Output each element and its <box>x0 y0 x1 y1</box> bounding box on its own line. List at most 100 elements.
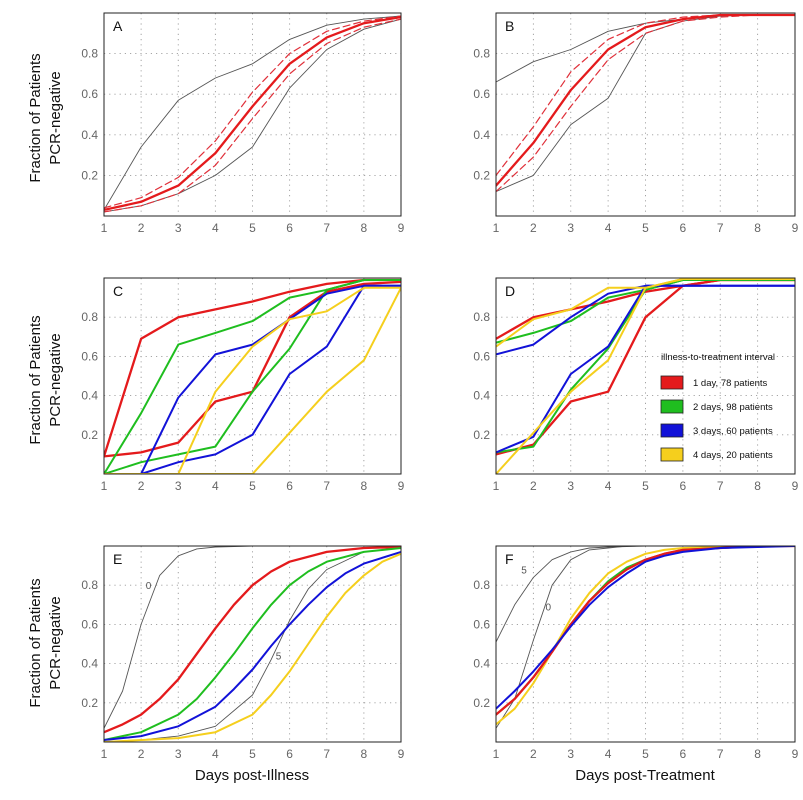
plot-border <box>103 277 402 475</box>
x-tick-label: 9 <box>792 747 799 761</box>
ylabel-row-1: Fraction of Patients PCR-negative <box>27 53 64 182</box>
series-line-green <box>104 279 401 474</box>
y-tick-label: 0.6 <box>81 617 98 631</box>
series-line-blue <box>104 550 401 741</box>
ylabel-line-2: PCR-negative <box>47 71 64 164</box>
x-tick-label: 7 <box>717 479 724 493</box>
series-line-yellow <box>177 286 401 474</box>
y-tick-label: 0.2 <box>473 428 490 442</box>
series-group <box>496 13 795 193</box>
y-tick-label: 0.2 <box>473 168 490 182</box>
x-tick-label: 6 <box>286 747 293 761</box>
x-tick-label: 2 <box>138 479 145 493</box>
x-tick-label: 5 <box>642 221 649 235</box>
ylabel-row-2: Fraction of Patients PCR-negative <box>27 315 64 444</box>
ylabel-line-1: Fraction of Patients <box>27 578 44 707</box>
x-tick-label: 3 <box>175 747 182 761</box>
series-group <box>496 546 795 729</box>
panel-b: 1 2 3 4 5 6 7 8 9 0.2 0.4 0.6 0.8 B <box>473 12 799 235</box>
x-tick-label: 9 <box>398 747 405 761</box>
legend-swatch-yellow <box>660 447 684 462</box>
x-tick-label: 3 <box>567 479 574 493</box>
x-tick-label: 1 <box>493 747 500 761</box>
legend-label: 2 days, 98 patients <box>693 402 773 413</box>
ylabel-line-1: Fraction of Patients <box>27 315 44 444</box>
panel-f: 1 2 3 4 5 6 7 8 9 0.2 0.4 0.6 0.8 5 0 F <box>473 545 799 761</box>
y-tick-label: 0.8 <box>81 47 98 61</box>
x-tick-label: 8 <box>754 221 761 235</box>
y-tick-label: 0.4 <box>473 389 490 403</box>
series-group <box>104 15 401 213</box>
y-tick-label: 0.4 <box>81 657 98 671</box>
x-tick-label: 8 <box>754 747 761 761</box>
series-line-gray <box>496 546 795 729</box>
series-line-gray <box>104 15 401 211</box>
legend-swatch-green <box>660 399 684 414</box>
series-line-gray <box>496 546 795 643</box>
x-tick-label: 9 <box>792 479 799 493</box>
series-line-dashed-red <box>104 18 401 213</box>
series-line-yellow <box>496 278 795 474</box>
y-tick-label: 0.2 <box>81 696 98 710</box>
x-tick-label: 4 <box>212 221 219 235</box>
series-group <box>496 278 795 474</box>
x-tick-label: 7 <box>323 221 330 235</box>
series-group <box>104 278 401 474</box>
plot-border <box>103 12 402 217</box>
series-line-green <box>104 547 401 741</box>
panel-e: 1 2 3 4 5 6 7 8 9 0.2 0.4 0.6 0.8 0 5 E <box>81 545 405 761</box>
plot-border <box>495 277 796 475</box>
x-tick-label: 7 <box>323 747 330 761</box>
x-tick-label: 9 <box>398 479 405 493</box>
y-tick-label: 0.8 <box>473 310 490 324</box>
panel-letter: E <box>113 551 122 567</box>
plot-frame <box>103 545 402 743</box>
panel-d: 1 2 3 4 5 6 7 8 9 0.2 0.4 0.6 0.8 Dillness-to-treatme… <box>473 277 799 493</box>
y-tick-label: 0.4 <box>473 657 490 671</box>
plot-border <box>495 545 796 743</box>
curve-annotation: 0 <box>546 603 552 614</box>
y-tick-label: 0.8 <box>473 578 490 592</box>
y-tick-label: 0.6 <box>81 349 98 363</box>
panel-letter: A <box>113 18 123 34</box>
x-tick-label: 8 <box>361 747 368 761</box>
legend: illness-to-treatment interval 1 day, 78 p… <box>660 352 775 462</box>
x-tick-label: 2 <box>138 221 145 235</box>
legend-label: 1 day, 78 patients <box>693 378 768 389</box>
legend-swatch-red <box>660 375 684 390</box>
x-tick-label: 3 <box>567 747 574 761</box>
y-tick-label: 0.2 <box>473 696 490 710</box>
plot-border <box>103 545 402 743</box>
legend-swatch-blue <box>660 423 684 438</box>
panel-c: 1 2 3 4 5 6 7 8 9 0.2 0.4 0.6 0.8 C <box>81 277 405 493</box>
xlabel-right: Days post-Treatment <box>575 767 715 784</box>
y-tick-label: 0.4 <box>81 128 98 142</box>
x-tick-label: 8 <box>754 479 761 493</box>
series-group <box>104 546 401 742</box>
x-tick-label: 3 <box>175 479 182 493</box>
legend-label: 4 days, 20 patients <box>693 450 773 461</box>
y-tick-label: 0.2 <box>81 168 98 182</box>
panel-letter: F <box>505 551 514 567</box>
series-line-blue <box>496 546 795 710</box>
x-tick-label: 3 <box>175 221 182 235</box>
series-line-red <box>496 13 795 187</box>
y-tick-label: 0.4 <box>81 389 98 403</box>
x-tick-label: 6 <box>286 479 293 493</box>
x-tick-label: 5 <box>642 479 649 493</box>
series-line-yellow <box>104 286 401 474</box>
series-line-red <box>104 278 401 458</box>
x-tick-label: 7 <box>717 221 724 235</box>
legend-title: illness-to-treatment interval <box>661 352 775 363</box>
x-tick-label: 9 <box>792 221 799 235</box>
x-tick-label: 4 <box>212 479 219 493</box>
x-tick-label: 1 <box>101 747 108 761</box>
ylabel-line-2: PCR-negative <box>47 333 64 426</box>
x-tick-label: 6 <box>286 221 293 235</box>
x-tick-label: 2 <box>530 221 537 235</box>
y-tick-label: 0.4 <box>473 128 490 142</box>
xlabel-left: Days post-Illness <box>195 767 309 784</box>
plot-frame <box>103 12 402 217</box>
